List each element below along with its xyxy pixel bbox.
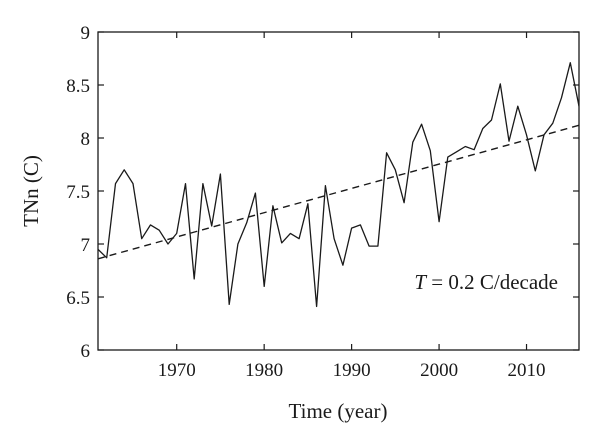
y-tick-label: 6 bbox=[81, 341, 91, 362]
tnn-series-line bbox=[98, 62, 579, 308]
x-axis-label: Time (year) bbox=[289, 399, 388, 423]
y-tick-label: 9 bbox=[81, 23, 91, 44]
y-tick-label: 7.5 bbox=[66, 182, 90, 203]
series-layer bbox=[98, 62, 579, 308]
trend-annotation-text: = 0.2 C/decade bbox=[426, 270, 558, 294]
y-tick-label: 7 bbox=[81, 235, 91, 256]
x-tick-label: 1990 bbox=[333, 360, 371, 381]
x-tick-label: 2010 bbox=[508, 360, 546, 381]
trend-annotation-symbol: T bbox=[414, 270, 427, 294]
y-tick-label: 6.5 bbox=[66, 288, 90, 309]
y-tick-label: 8 bbox=[81, 129, 91, 150]
y-axis-label: TNn (C) bbox=[19, 155, 43, 227]
ticks-layer: 1970 1980 1990 2000 2010 6 6.5 7 7.5 8 8.5 9 bbox=[66, 23, 579, 381]
plot-frame bbox=[97, 31, 580, 351]
trend-annotation: T = 0.2 C/decade bbox=[414, 270, 558, 294]
y-tick-label: 8.5 bbox=[66, 76, 90, 97]
x-tick-label: 2000 bbox=[420, 360, 458, 381]
x-tick-label: 1970 bbox=[158, 360, 196, 381]
trend-line bbox=[98, 124, 579, 260]
x-tick-label: 1980 bbox=[245, 360, 283, 381]
